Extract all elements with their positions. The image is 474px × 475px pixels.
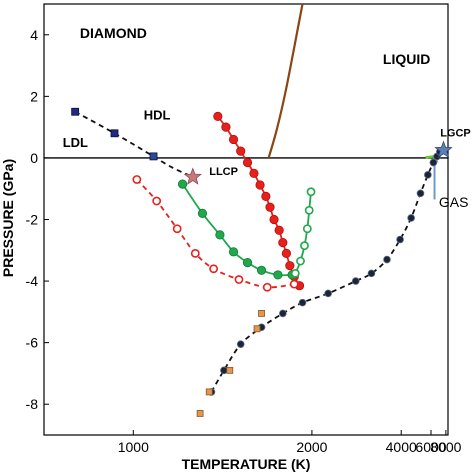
liquid-gas-point xyxy=(351,277,360,285)
x-tick-label: 2000 xyxy=(296,439,327,455)
lgcp-star xyxy=(434,140,453,159)
annotation-llcp: LLCP xyxy=(209,166,238,178)
red-filled-point xyxy=(281,248,291,258)
red-filled-point xyxy=(213,111,223,121)
orange-square-point xyxy=(253,325,261,333)
y-tick-label: 4 xyxy=(30,27,38,43)
green-open-point xyxy=(304,205,314,215)
green-open-point xyxy=(290,268,300,278)
green-filled-point xyxy=(256,265,267,275)
red-filled-point xyxy=(285,261,295,271)
orange-square-point xyxy=(226,366,234,374)
liquid-gas-point xyxy=(383,255,391,264)
y-tick-label: 2 xyxy=(30,88,38,104)
ldl-hdl-transition-line xyxy=(74,111,154,158)
red-open-point xyxy=(190,248,200,258)
y-tick-label: -2 xyxy=(26,212,39,228)
liquid-gas-point xyxy=(396,235,404,244)
red-open-point xyxy=(209,264,219,274)
red-filled-point xyxy=(249,168,259,178)
red-open-point xyxy=(132,175,142,184)
red-filled-point xyxy=(278,237,288,248)
diamond-liquid-boundary-line xyxy=(267,3,304,159)
green-filled-point xyxy=(197,208,208,218)
red-filled-point xyxy=(236,146,246,156)
green-filled-point xyxy=(228,247,239,257)
red-filled-point xyxy=(221,122,231,132)
red-open-point xyxy=(262,282,272,292)
annotation-ldl: LDL xyxy=(63,135,88,150)
green-open-point xyxy=(306,187,316,197)
x-tick-label: 4000 xyxy=(386,439,417,455)
annotation-liquid: LIQUID xyxy=(383,51,430,67)
x-tick-label: 1000 xyxy=(118,439,149,455)
liquid-gas-point xyxy=(429,158,438,167)
liquid-gas-point xyxy=(279,309,287,318)
red-open-point xyxy=(152,196,162,206)
orange-square-point xyxy=(258,309,265,317)
liquid-gas-point xyxy=(298,298,307,307)
ldl-hdl-square-point xyxy=(71,107,80,116)
red-spinodal-line xyxy=(217,115,301,287)
annotation-lgcp: LGCP xyxy=(440,127,471,139)
red-filled-point xyxy=(242,157,253,168)
y-tick-label: -8 xyxy=(26,396,39,412)
liquid-gas-point xyxy=(407,214,415,222)
green-filled-point xyxy=(215,230,225,240)
green-filled-point xyxy=(177,179,188,189)
plot-frame xyxy=(43,3,449,436)
annotations: DIAMOND LIQUID HDL LDL LLCP LGCP GAS xyxy=(63,25,471,210)
red-filled-point xyxy=(255,180,265,190)
annotation-gas: GAS xyxy=(439,194,469,210)
marker-layer xyxy=(71,107,453,417)
green-open-point xyxy=(296,256,305,266)
green-filled-point xyxy=(273,270,283,280)
y-tick-label: 0 xyxy=(30,150,38,166)
liquid-gas-point xyxy=(220,366,228,375)
orange-square-point xyxy=(205,388,213,396)
y-tick-label: -6 xyxy=(26,335,39,351)
red-filled-point xyxy=(228,134,239,145)
x-tick-label: 8000 xyxy=(430,439,461,455)
y-axis-label: PRESSURE (GPa) xyxy=(0,159,16,277)
red-open-point xyxy=(172,224,182,234)
orange-square-point xyxy=(196,410,204,417)
red-filled-point xyxy=(265,202,275,212)
liquid-gas-point xyxy=(236,340,245,348)
liquid-gas-point xyxy=(424,171,432,179)
red-open-point xyxy=(234,275,244,284)
ldl-hdl-square-point xyxy=(110,129,119,138)
x-tick-label: 6000 xyxy=(415,439,446,455)
y-tick-label: -4 xyxy=(26,273,39,289)
red-open-point xyxy=(289,279,299,289)
x-axis-label: TEMPERATURE (K) xyxy=(182,456,311,472)
red-filled-point xyxy=(261,191,271,202)
annotation-hdl: HDL xyxy=(144,107,171,122)
red-filled-point xyxy=(274,225,284,235)
liquid-gas-point xyxy=(367,269,376,278)
green-open-point xyxy=(302,224,312,234)
annotation-diamond: DIAMOND xyxy=(80,25,147,41)
liquid-gas-point xyxy=(416,189,425,198)
red-filled-point xyxy=(269,214,279,225)
ldl-hdl-square-point xyxy=(149,152,158,161)
green-filled-point xyxy=(242,257,253,268)
green-open-point xyxy=(300,241,309,251)
liquid-gas-point xyxy=(324,289,332,298)
llcp-star xyxy=(183,167,202,185)
